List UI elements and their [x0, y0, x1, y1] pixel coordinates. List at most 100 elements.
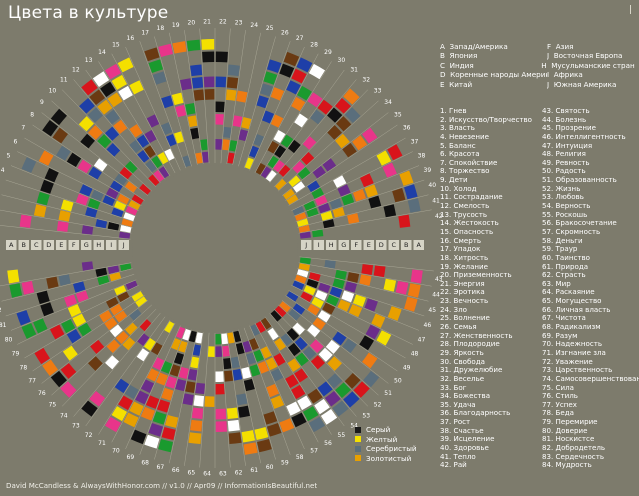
slot-divider — [111, 53, 176, 174]
color-cell — [190, 64, 203, 77]
color-cell — [326, 294, 340, 307]
color-cell — [195, 332, 203, 344]
slot-divider — [291, 151, 413, 211]
topic-item: 10. Холод — [440, 183, 477, 193]
color-cell — [144, 129, 157, 144]
color-cell — [270, 310, 282, 322]
color-cell — [235, 342, 245, 355]
swatch-gold — [355, 455, 361, 462]
color-cell — [383, 278, 397, 292]
color-cell — [343, 391, 360, 408]
color-cell — [125, 322, 138, 336]
slot-number: 29 — [324, 49, 332, 56]
slot-divider — [220, 28, 231, 164]
culture-row: E Китай J Южная Америка — [440, 80, 635, 89]
slot-divider — [281, 112, 389, 196]
color-cell — [280, 134, 294, 148]
color-cell — [298, 225, 310, 233]
color-cell — [169, 364, 181, 377]
color-cell — [135, 390, 149, 405]
color-cell — [33, 204, 47, 218]
slot-divider — [226, 30, 246, 164]
color-cell — [171, 92, 184, 106]
topic-item: 41. Тепло — [440, 451, 476, 461]
color-cell — [311, 297, 324, 309]
slot-number: 59 — [281, 459, 289, 466]
slot-number: 36 — [403, 125, 411, 132]
slot-number: 55 — [338, 432, 346, 439]
color-cell — [399, 170, 414, 186]
color-cell — [236, 393, 248, 406]
color-cell — [38, 150, 54, 166]
color-cell — [95, 267, 108, 277]
color-cell — [368, 195, 382, 209]
color-cell — [263, 411, 278, 425]
color-cell — [188, 330, 197, 343]
slot-divider — [0, 225, 131, 240]
letter-cell — [81, 240, 92, 250]
slot-number: 69 — [127, 454, 135, 461]
slot-divider — [51, 304, 152, 396]
color-cell — [250, 324, 260, 336]
topic-item: 31. Дружелюбие — [440, 365, 503, 375]
topic-item: 77. Успех — [542, 399, 577, 409]
color-cell — [303, 285, 316, 296]
color-cell — [308, 272, 321, 282]
color-cell — [40, 302, 54, 317]
color-cell — [233, 330, 242, 343]
color-cell — [266, 423, 282, 437]
color-cell — [241, 430, 256, 443]
slot-number: 70 — [112, 448, 120, 455]
color-cell — [286, 80, 301, 95]
color-cell — [335, 97, 351, 114]
color-cell — [42, 119, 59, 137]
color-cell — [359, 335, 374, 351]
color-cell — [111, 74, 128, 90]
topic-item: 36. Благодарность — [440, 408, 511, 418]
color-cell — [143, 338, 156, 351]
color-cell — [81, 225, 94, 235]
color-cell — [274, 305, 287, 318]
color-cell — [364, 298, 378, 312]
slot-divider — [297, 194, 429, 228]
color-cell — [60, 381, 77, 398]
color-cell — [395, 281, 409, 295]
color-cell — [90, 339, 105, 354]
color-cell — [106, 143, 121, 157]
color-cell — [106, 187, 119, 199]
slot-number: 57 — [310, 448, 318, 455]
topic-item: 66. Личная власть — [542, 304, 611, 314]
color-cell — [292, 160, 305, 174]
color-cell — [182, 393, 194, 406]
color-cell — [382, 162, 397, 178]
color-cell — [310, 109, 325, 125]
color-cell — [100, 81, 116, 98]
color-cell — [187, 115, 198, 128]
slot-divider — [0, 262, 132, 287]
topic-item: 76. Стиль — [542, 391, 578, 401]
slot-divider — [51, 100, 152, 192]
color-cell — [387, 144, 403, 161]
color-cell — [151, 342, 163, 356]
color-cell — [363, 370, 380, 388]
slot-divider — [226, 332, 246, 466]
color-cell — [114, 285, 127, 296]
color-cell — [257, 361, 270, 374]
color-cell — [387, 306, 402, 321]
color-cell — [294, 368, 308, 383]
color-key-row: Серый — [355, 425, 417, 435]
color-cell — [104, 416, 122, 433]
color-cell — [114, 200, 127, 211]
slot-divider — [169, 32, 198, 165]
slot-divider — [273, 89, 369, 188]
slot-number: 39 — [424, 167, 432, 174]
color-cell — [318, 202, 331, 214]
color-cell — [122, 337, 136, 351]
color-cell — [40, 179, 54, 194]
topic-item: 24. Зло — [440, 304, 467, 314]
color-cell — [278, 164, 291, 177]
topic-item: 50. Радость — [542, 166, 586, 176]
color-cell — [124, 384, 139, 400]
slot-divider — [169, 331, 198, 464]
slot-number: 21 — [203, 19, 211, 26]
